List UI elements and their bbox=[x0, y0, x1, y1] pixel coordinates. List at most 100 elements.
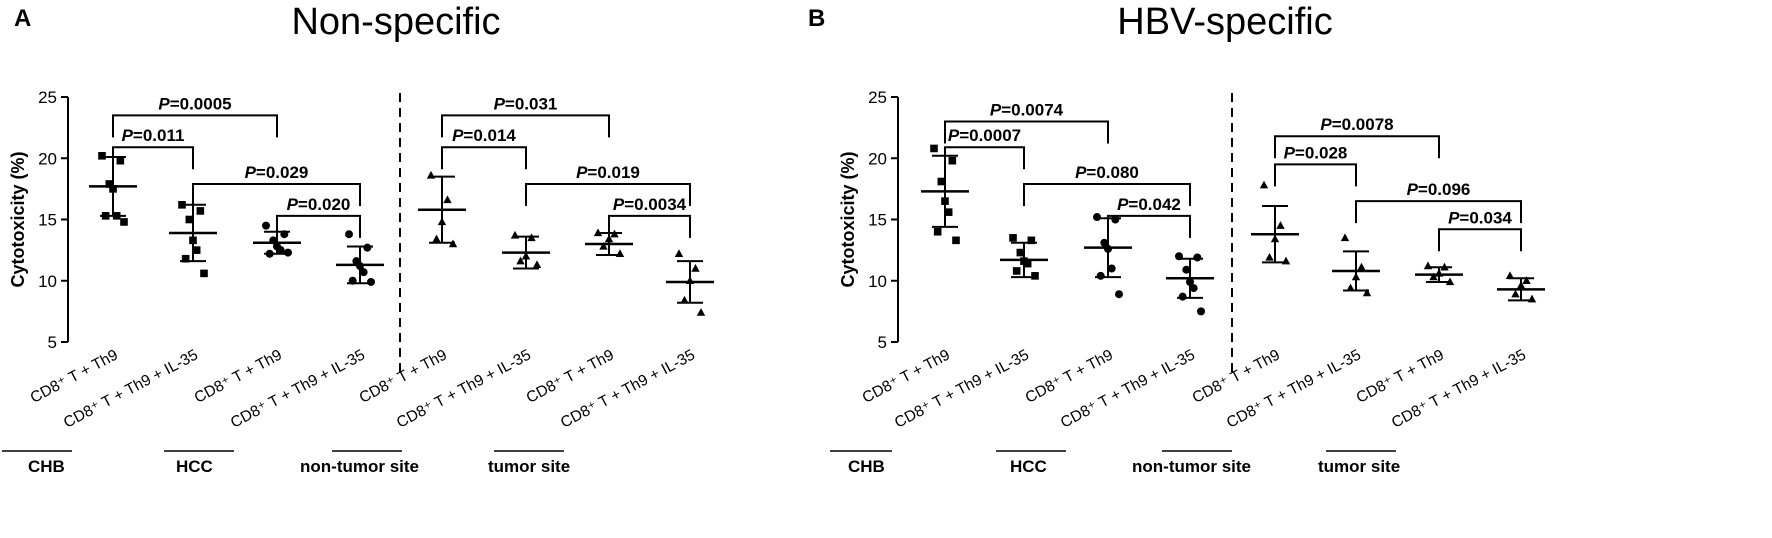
series-7 bbox=[1415, 261, 1463, 286]
data-point bbox=[443, 195, 452, 204]
data-point bbox=[1197, 307, 1205, 316]
comparison-bracket: P=0.080 bbox=[1023, 163, 1191, 206]
y-tick-label: 5 bbox=[878, 333, 887, 352]
p-symbol: P bbox=[948, 126, 960, 145]
data-point bbox=[1429, 272, 1438, 281]
x-category-label: CD8⁺ T + Th9 + IL-35 bbox=[558, 347, 698, 432]
p-value: =0.0034 bbox=[624, 195, 686, 214]
data-point bbox=[1027, 236, 1036, 245]
comparison-bracket: P=0.011 bbox=[112, 126, 194, 170]
data-point bbox=[181, 254, 190, 263]
data-point bbox=[1115, 290, 1123, 299]
bracket-line bbox=[944, 120, 1109, 144]
p-value: =0.028 bbox=[1295, 143, 1347, 162]
data-point bbox=[952, 236, 960, 245]
p-value-label: P=0.019 bbox=[576, 163, 640, 182]
series-6 bbox=[1332, 233, 1380, 297]
comparison-bracket: P=0.014 bbox=[441, 126, 527, 170]
series-4 bbox=[1166, 252, 1214, 316]
data-point bbox=[192, 246, 201, 254]
bracket-line bbox=[1107, 214, 1191, 238]
data-point bbox=[345, 230, 353, 239]
p-value-label: P=0.042 bbox=[1117, 195, 1181, 214]
data-point bbox=[1100, 238, 1109, 247]
y-tick-label: 15 bbox=[868, 211, 887, 230]
p-value-label: P=0.080 bbox=[1075, 163, 1139, 182]
p-value-label: P=0.034 bbox=[1448, 208, 1512, 227]
data-point bbox=[1189, 284, 1198, 293]
data-point bbox=[105, 180, 114, 188]
p-symbol: P bbox=[576, 163, 588, 182]
p-symbol: P bbox=[1284, 143, 1296, 162]
comparison-bracket: P=0.028 bbox=[1274, 143, 1357, 187]
data-point bbox=[1362, 288, 1372, 297]
data-point bbox=[1023, 259, 1032, 268]
data-point bbox=[680, 295, 689, 304]
p-symbol: P bbox=[990, 101, 1002, 120]
p-value-label: P=0.028 bbox=[1284, 143, 1348, 162]
p-value: =0.042 bbox=[1128, 195, 1180, 214]
series-5 bbox=[418, 170, 466, 248]
p-value-label: P=0.020 bbox=[287, 195, 351, 214]
bracket-line bbox=[441, 146, 527, 170]
group-label: HCC bbox=[1010, 457, 1047, 476]
comparison-bracket: P=0.0034 bbox=[608, 195, 691, 238]
data-point bbox=[1031, 272, 1039, 280]
group-label: non-tumor site bbox=[1132, 457, 1251, 476]
group-label: CHB bbox=[28, 457, 65, 476]
data-point bbox=[516, 256, 525, 265]
data-point bbox=[1522, 276, 1531, 284]
data-point bbox=[1093, 213, 1101, 222]
comparison-bracket: P=0.042 bbox=[1107, 195, 1191, 238]
p-value: =0.011 bbox=[133, 126, 185, 145]
x-category-label: CD8⁺ T + Th9 + IL-35 bbox=[1224, 347, 1364, 432]
data-point bbox=[1016, 248, 1025, 257]
data-point bbox=[944, 208, 953, 216]
p-value: =0.0005 bbox=[170, 94, 232, 113]
x-category-label: CD8⁺ T + Th9 + IL-35 bbox=[228, 347, 368, 432]
p-symbol: P bbox=[287, 195, 299, 214]
y-tick-label: 15 bbox=[38, 211, 57, 230]
p-value-label: P=0.0005 bbox=[158, 94, 231, 113]
data-point bbox=[948, 156, 957, 165]
p-value-label: P=0.096 bbox=[1407, 180, 1471, 199]
p-symbol: P bbox=[1320, 115, 1332, 134]
p-value-label: P=0.0074 bbox=[990, 101, 1064, 120]
p-symbol: P bbox=[452, 126, 464, 145]
p-value: =0.0007 bbox=[959, 126, 1021, 145]
data-point bbox=[116, 156, 125, 165]
series-2 bbox=[1000, 234, 1048, 280]
p-value: =0.020 bbox=[298, 195, 350, 214]
group-label: tumor site bbox=[488, 457, 570, 476]
bracket-line bbox=[112, 146, 194, 170]
p-symbol: P bbox=[122, 126, 134, 145]
comparison-bracket: P=0.020 bbox=[276, 195, 361, 238]
group-label: non-tumor site bbox=[300, 457, 419, 476]
data-point bbox=[284, 248, 292, 257]
p-value: =0.080 bbox=[1086, 163, 1138, 182]
x-category-label: CD8⁺ T + Th9 + IL-35 bbox=[892, 347, 1032, 432]
data-point bbox=[674, 249, 684, 257]
data-point bbox=[696, 308, 706, 316]
p-value-label: P=0.031 bbox=[494, 94, 558, 113]
chart-title: HBV-specific bbox=[1117, 1, 1332, 43]
series-2 bbox=[169, 201, 217, 278]
p-value-label: P=0.014 bbox=[452, 126, 516, 145]
data-point bbox=[1265, 252, 1274, 261]
data-point bbox=[363, 243, 372, 252]
data-point bbox=[1276, 221, 1285, 229]
series-6 bbox=[502, 230, 550, 270]
bracket-line bbox=[441, 114, 610, 138]
data-point bbox=[532, 260, 542, 269]
bracket-line bbox=[192, 182, 361, 206]
series-4 bbox=[336, 230, 384, 286]
y-tick-label: 25 bbox=[868, 88, 887, 107]
y-tick-label: 25 bbox=[38, 88, 57, 107]
data-point bbox=[1357, 262, 1366, 271]
p-symbol: P bbox=[1075, 163, 1087, 182]
panel-label: B bbox=[808, 5, 825, 32]
data-point bbox=[432, 234, 441, 243]
series-8 bbox=[1497, 271, 1545, 303]
panel-label: A bbox=[14, 5, 31, 32]
